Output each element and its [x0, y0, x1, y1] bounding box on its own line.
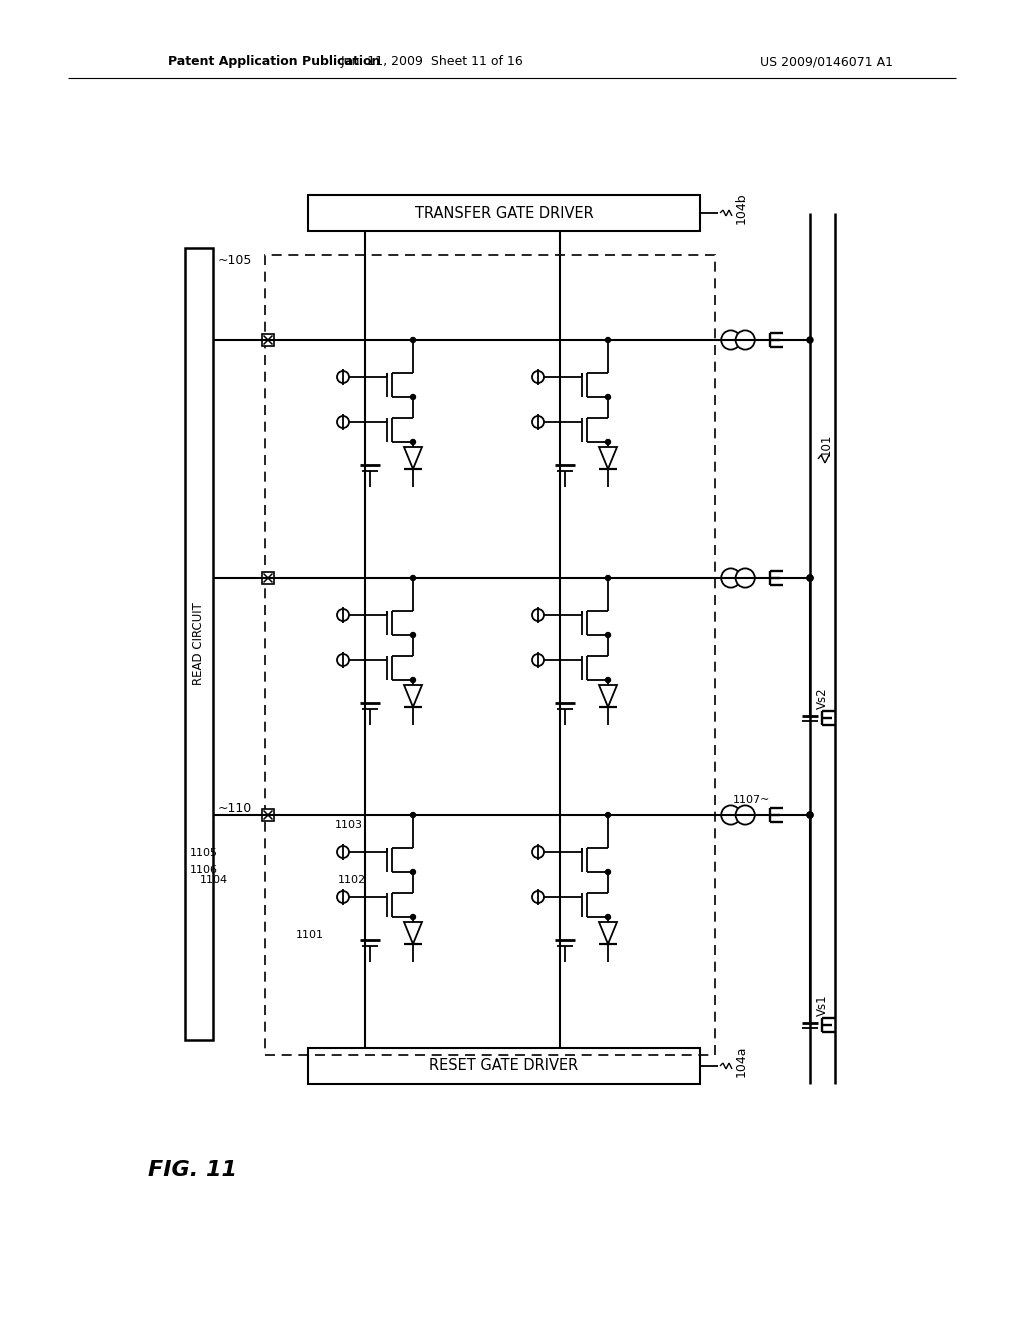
- Circle shape: [605, 677, 610, 682]
- Circle shape: [532, 371, 544, 383]
- Circle shape: [807, 576, 813, 581]
- Circle shape: [807, 812, 813, 818]
- Circle shape: [411, 338, 416, 342]
- Text: 1104: 1104: [200, 875, 228, 884]
- Circle shape: [411, 813, 416, 817]
- Circle shape: [337, 416, 349, 428]
- Circle shape: [605, 870, 610, 874]
- Text: Jun. 11, 2009  Sheet 11 of 16: Jun. 11, 2009 Sheet 11 of 16: [341, 55, 523, 69]
- Circle shape: [605, 576, 610, 581]
- Bar: [308, 1048, 700, 1084]
- Text: RESET GATE DRIVER: RESET GATE DRIVER: [429, 1059, 579, 1073]
- Text: 1107~: 1107~: [733, 795, 770, 805]
- Circle shape: [735, 805, 755, 825]
- Circle shape: [807, 576, 813, 581]
- Text: Patent Application Publication: Patent Application Publication: [168, 55, 380, 69]
- Text: TRANSFER GATE DRIVER: TRANSFER GATE DRIVER: [415, 206, 593, 220]
- Circle shape: [807, 812, 813, 818]
- Circle shape: [411, 632, 416, 638]
- Bar: [262, 572, 274, 583]
- Circle shape: [605, 813, 610, 817]
- Text: 1105: 1105: [190, 847, 218, 858]
- Text: 1102: 1102: [338, 875, 367, 884]
- Circle shape: [532, 846, 544, 858]
- Circle shape: [721, 569, 740, 587]
- Text: US 2009/0146071 A1: US 2009/0146071 A1: [760, 55, 893, 69]
- Circle shape: [411, 395, 416, 400]
- Bar: [185, 248, 213, 1040]
- Circle shape: [605, 440, 610, 445]
- Text: 104b: 104b: [735, 193, 748, 224]
- Bar: [308, 195, 700, 231]
- Bar: [262, 334, 274, 346]
- Circle shape: [411, 915, 416, 920]
- Circle shape: [721, 805, 740, 825]
- Circle shape: [807, 337, 813, 343]
- Circle shape: [605, 395, 610, 400]
- Circle shape: [532, 609, 544, 620]
- Circle shape: [721, 330, 740, 350]
- Text: Vs1: Vs1: [816, 994, 829, 1016]
- Circle shape: [605, 632, 610, 638]
- Circle shape: [532, 891, 544, 903]
- Text: ~105: ~105: [218, 253, 252, 267]
- Circle shape: [532, 653, 544, 667]
- Text: 1103: 1103: [335, 820, 362, 830]
- Circle shape: [337, 653, 349, 667]
- Text: ~110: ~110: [218, 801, 252, 814]
- Circle shape: [411, 677, 416, 682]
- Text: 1106: 1106: [190, 865, 218, 875]
- Text: READ CIRCUIT: READ CIRCUIT: [193, 602, 206, 685]
- Circle shape: [605, 338, 610, 342]
- Circle shape: [337, 846, 349, 858]
- Circle shape: [411, 870, 416, 874]
- Bar: [262, 809, 274, 821]
- Text: 104a: 104a: [735, 1045, 748, 1077]
- Circle shape: [337, 371, 349, 383]
- Text: 101: 101: [820, 434, 833, 457]
- Circle shape: [735, 330, 755, 350]
- Circle shape: [337, 609, 349, 620]
- Circle shape: [411, 576, 416, 581]
- Circle shape: [605, 915, 610, 920]
- Text: Vs2: Vs2: [816, 688, 829, 709]
- Text: 1101: 1101: [296, 931, 324, 940]
- Circle shape: [411, 440, 416, 445]
- Bar: [265, 255, 715, 1055]
- Circle shape: [337, 891, 349, 903]
- Circle shape: [735, 569, 755, 587]
- Text: FIG. 11: FIG. 11: [148, 1160, 237, 1180]
- Circle shape: [532, 416, 544, 428]
